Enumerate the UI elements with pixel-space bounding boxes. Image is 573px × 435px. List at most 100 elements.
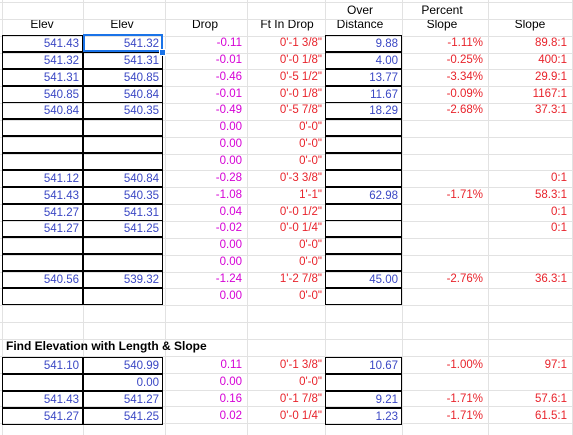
table-cell-slope[interactable]: 36.3:1: [535, 273, 567, 285]
table-cell-slope[interactable]: 89.8:1: [535, 37, 567, 49]
section2-cell-slope[interactable]: 97:1: [544, 359, 567, 371]
table-cell-drop[interactable]: -1.24: [215, 273, 242, 285]
table-cell-ftin[interactable]: 0'-0": [299, 290, 322, 302]
section2-cell-ftin[interactable]: 0'-0": [299, 376, 322, 388]
table-cell-pct[interactable]: [402, 220, 486, 237]
table-cell-e1[interactable]: 540.84: [2, 102, 83, 119]
table-cell-slope[interactable]: 0:1: [551, 222, 567, 234]
table-cell-dist[interactable]: 62.98: [325, 187, 402, 204]
table-cell-dist[interactable]: [325, 254, 402, 271]
table-cell-pct[interactable]: [402, 204, 486, 221]
table-cell-dist[interactable]: 13.77: [325, 69, 402, 86]
table-cell-ftin[interactable]: 0'-0": [299, 256, 322, 268]
section2-cell-drop[interactable]: 0.00: [219, 376, 242, 388]
table-cell-pct[interactable]: [402, 288, 486, 305]
table-cell-e1[interactable]: [2, 237, 83, 254]
table-cell-pct[interactable]: [402, 153, 486, 170]
table-cell-slope[interactable]: 0:1: [551, 206, 567, 218]
table-cell-ftin[interactable]: 1'-1": [299, 189, 322, 201]
table-cell-drop[interactable]: -0.49: [215, 104, 242, 116]
table-cell-ftin[interactable]: 0'-3 3/8": [279, 172, 322, 184]
table-cell-drop[interactable]: -0.01: [215, 54, 242, 66]
section2-cell-ftin[interactable]: 0'-1 7/8": [279, 393, 322, 405]
section2-cell-e1[interactable]: 541.43: [2, 391, 83, 408]
table-cell-dist[interactable]: [325, 153, 402, 170]
table-cell-drop[interactable]: -0.02: [215, 222, 242, 234]
section2-cell-e2[interactable]: 541.27: [83, 391, 163, 408]
table-cell-e2[interactable]: [83, 153, 163, 170]
table-cell-e2[interactable]: 540.84: [83, 86, 163, 103]
table-cell-ftin[interactable]: 0'-0": [299, 155, 322, 167]
table-cell-dist[interactable]: [325, 119, 402, 136]
table-cell-slope[interactable]: [488, 254, 570, 271]
section2-cell-pct[interactable]: -1.00%: [446, 359, 483, 371]
table-cell-dist[interactable]: 18.29: [325, 102, 402, 119]
table-cell-slope[interactable]: 37.3:1: [535, 104, 567, 116]
table-cell-pct[interactable]: [402, 237, 486, 254]
table-cell-e2[interactable]: 540.35: [83, 102, 163, 119]
table-cell-e1[interactable]: 541.31: [2, 69, 83, 86]
table-cell-e2[interactable]: 541.31: [83, 204, 163, 221]
table-cell-e1[interactable]: [2, 119, 83, 136]
table-cell-pct[interactable]: [402, 119, 486, 136]
table-cell-drop[interactable]: -0.46: [215, 71, 242, 83]
table-cell-e1[interactable]: 541.12: [2, 170, 83, 187]
section2-cell-dist[interactable]: 1.23: [325, 408, 402, 425]
table-cell-dist[interactable]: 11.67: [325, 86, 402, 103]
table-cell-e1[interactable]: [2, 153, 83, 170]
table-cell-ftin[interactable]: 0'-0 1/8": [279, 54, 322, 66]
table-cell-e1[interactable]: 541.27: [2, 204, 83, 221]
table-cell-pct[interactable]: -0.25%: [446, 54, 483, 66]
table-cell-e1[interactable]: 541.27: [2, 220, 83, 237]
table-cell-slope[interactable]: 58.3:1: [535, 189, 567, 201]
table-cell-slope[interactable]: 29.9:1: [535, 71, 567, 83]
table-cell-e2[interactable]: [83, 288, 163, 305]
section2-cell-pct[interactable]: -1.71%: [446, 410, 483, 422]
table-cell-ftin[interactable]: 0'-0 1/2": [279, 206, 322, 218]
fill-handle[interactable]: [159, 49, 166, 56]
table-cell-ftin[interactable]: 0'-0": [299, 239, 322, 251]
section2-cell-slope[interactable]: 61.5:1: [535, 410, 567, 422]
table-cell-ftin[interactable]: 1'-2 7/8": [279, 273, 322, 285]
table-cell-slope[interactable]: [488, 237, 570, 254]
table-cell-e2[interactable]: 540.85: [83, 69, 163, 86]
section2-cell-dist[interactable]: 9.21: [325, 391, 402, 408]
table-cell-ftin[interactable]: 0'-5 7/8": [279, 104, 322, 116]
table-cell-dist[interactable]: 9.88: [325, 35, 402, 52]
selected-cell-outline[interactable]: [83, 34, 163, 52]
section2-cell-ftin[interactable]: 0'-0 1/4": [279, 410, 322, 422]
section2-cell-e2[interactable]: 540.99: [83, 357, 163, 374]
table-cell-pct[interactable]: -3.34%: [446, 71, 483, 83]
section2-cell-e1[interactable]: [2, 374, 83, 391]
table-cell-e2[interactable]: [83, 119, 163, 136]
table-cell-pct[interactable]: -0.09%: [446, 88, 483, 100]
table-cell-drop[interactable]: 0.00: [219, 138, 242, 150]
table-cell-e2[interactable]: 541.31: [83, 52, 163, 69]
section2-cell-ftin[interactable]: 0'-1 3/8": [279, 359, 322, 371]
table-cell-e1[interactable]: [2, 254, 83, 271]
table-cell-dist[interactable]: [325, 220, 402, 237]
table-cell-pct[interactable]: -2.68%: [446, 104, 483, 116]
table-cell-pct[interactable]: [402, 254, 486, 271]
section2-cell-slope[interactable]: [488, 374, 570, 391]
table-cell-drop[interactable]: 0.04: [219, 206, 242, 218]
table-cell-e2[interactable]: 541.25: [83, 220, 163, 237]
table-cell-slope[interactable]: 0:1: [551, 172, 567, 184]
table-cell-e2[interactable]: [83, 237, 163, 254]
section2-cell-e2[interactable]: 541.25: [83, 408, 163, 425]
section2-cell-dist[interactable]: 10.67: [325, 357, 402, 374]
table-cell-pct[interactable]: -1.71%: [446, 189, 483, 201]
section2-cell-drop[interactable]: 0.16: [219, 393, 242, 405]
section2-cell-dist[interactable]: [325, 374, 402, 391]
table-cell-ftin[interactable]: 0'-0": [299, 121, 322, 133]
table-cell-ftin[interactable]: 0'-5 1/2": [279, 71, 322, 83]
table-cell-dist[interactable]: [325, 136, 402, 153]
table-cell-ftin[interactable]: 0'-0 1/4": [279, 222, 322, 234]
table-cell-dist[interactable]: [325, 204, 402, 221]
table-cell-ftin[interactable]: 0'-0 1/8": [279, 88, 322, 100]
table-cell-ftin[interactable]: 0'-1 3/8": [279, 37, 322, 49]
table-cell-e2[interactable]: [83, 136, 163, 153]
table-cell-drop[interactable]: 0.00: [219, 121, 242, 133]
table-cell-dist[interactable]: [325, 237, 402, 254]
table-cell-e1[interactable]: [2, 136, 83, 153]
